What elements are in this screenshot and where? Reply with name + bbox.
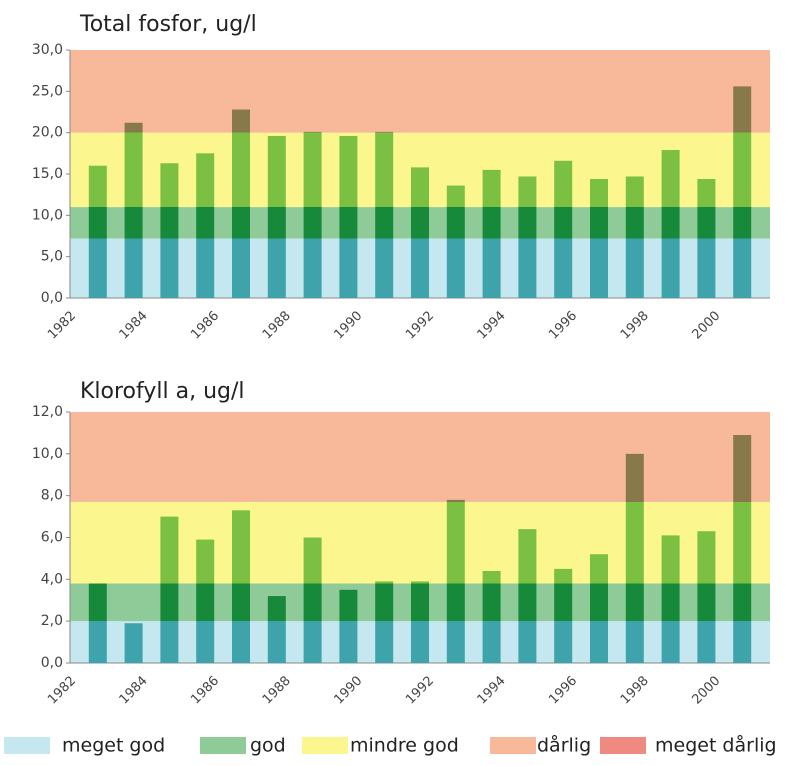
legend-swatch <box>302 737 348 754</box>
legend-swatch <box>4 737 50 754</box>
x-tick-label: 1990 <box>331 673 365 707</box>
legend-swatch <box>200 737 246 754</box>
x-tick-label: 1990 <box>331 308 365 342</box>
y-tick-label: 20,0 <box>32 125 63 141</box>
x-tick-label: 1992 <box>403 673 437 707</box>
chart-title: Klorofyll a, ug/l <box>80 379 245 404</box>
x-tick-label: 2000 <box>689 308 723 342</box>
x-tick-label: 1996 <box>546 308 580 342</box>
quality-band <box>70 412 770 502</box>
x-tick-label: 1996 <box>546 673 580 707</box>
bar <box>661 150 680 298</box>
chart-title: Total fosfor, ug/l <box>79 12 257 37</box>
bar <box>411 581 429 663</box>
quality-band <box>70 501 770 584</box>
legend-swatch <box>490 737 536 754</box>
bar <box>625 453 644 663</box>
bar <box>232 510 250 663</box>
bar <box>88 583 107 663</box>
bar <box>518 176 537 298</box>
bar <box>303 131 322 298</box>
bar <box>232 109 250 299</box>
y-tick-label: 6,0 <box>41 530 63 546</box>
bar <box>88 165 107 298</box>
y-tick-label: 30,0 <box>32 42 63 58</box>
bar <box>590 554 608 663</box>
bar <box>160 163 179 298</box>
x-tick-label: 1986 <box>188 673 222 707</box>
bar <box>196 153 215 298</box>
bar <box>375 131 394 298</box>
y-tick-label: 8,0 <box>41 488 63 504</box>
bar <box>554 160 573 298</box>
legend-label: mindre god <box>350 735 459 757</box>
x-tick-label: 1998 <box>618 308 652 342</box>
x-tick-label: 1982 <box>45 308 79 342</box>
bar <box>339 135 358 298</box>
x-tick-label: 1982 <box>45 673 79 707</box>
y-tick-label: 25,0 <box>32 83 63 99</box>
legend-label: god <box>250 735 286 757</box>
x-tick-label: 1988 <box>260 308 294 342</box>
x-tick-label: 1986 <box>188 308 222 342</box>
legend-swatch <box>600 737 646 754</box>
x-tick-label: 1984 <box>117 673 151 707</box>
legend-label: dårlig <box>537 734 591 757</box>
bar <box>124 122 143 298</box>
x-tick-label: 1994 <box>475 673 509 707</box>
y-tick-label: 0,0 <box>41 290 63 306</box>
x-tick-label: 1994 <box>475 308 509 342</box>
y-tick-label: 0,0 <box>41 655 63 671</box>
bar <box>518 529 537 663</box>
bar <box>196 539 215 663</box>
y-tick-label: 10,0 <box>32 207 63 223</box>
y-tick-label: 4,0 <box>41 571 63 587</box>
bar <box>733 86 752 298</box>
x-tick-label: 1984 <box>117 308 151 342</box>
bar <box>160 516 179 663</box>
y-tick-label: 10,0 <box>32 446 63 462</box>
bar <box>697 531 716 663</box>
bar <box>661 535 680 663</box>
bar <box>267 596 286 663</box>
bar <box>267 135 286 298</box>
bar <box>482 169 501 298</box>
x-tick-label: 1988 <box>260 673 294 707</box>
bar <box>124 623 143 663</box>
bar <box>697 178 716 298</box>
bar <box>339 589 358 663</box>
bar <box>446 499 465 663</box>
bar <box>375 581 394 663</box>
bar <box>482 570 501 663</box>
x-tick-label: 2000 <box>689 673 723 707</box>
x-tick-label: 1992 <box>403 308 437 342</box>
legend-label: meget god <box>62 735 165 757</box>
bar <box>625 176 644 298</box>
quality-band <box>70 50 770 133</box>
y-tick-label: 12,0 <box>32 404 63 420</box>
bar <box>733 435 752 663</box>
y-tick-label: 5,0 <box>41 249 63 265</box>
bar <box>411 167 429 298</box>
bar <box>590 178 608 298</box>
y-tick-label: 2,0 <box>41 613 63 629</box>
x-tick-label: 1998 <box>618 673 652 707</box>
bar <box>446 185 465 298</box>
bar <box>554 568 573 663</box>
y-tick-label: 15,0 <box>32 166 63 182</box>
legend-label: meget dårlig <box>655 734 777 757</box>
bar <box>303 537 322 663</box>
